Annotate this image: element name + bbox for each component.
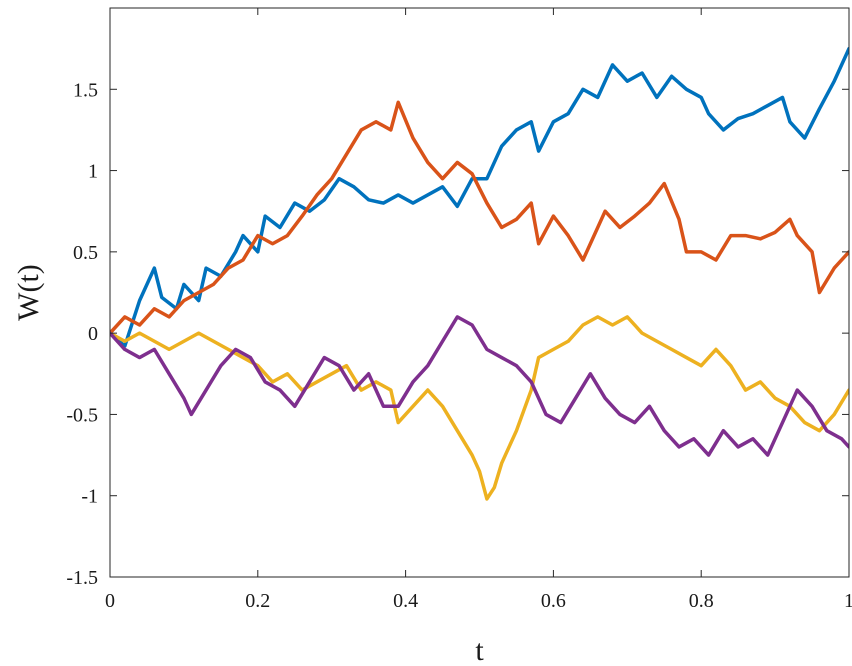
tick-labels: 0 0.2 0.4 0.6 0.8 1 -1.5 -1 -0.5 0 0.5 1 1.5	[66, 79, 852, 612]
series-line-2	[110, 100, 849, 335]
axes	[109, 7, 850, 578]
x-tick-label: 0.6	[541, 590, 566, 612]
series-line-3	[110, 315, 849, 501]
y-tick-label: 1	[88, 161, 98, 183]
x-tick-label: 0.4	[393, 590, 418, 612]
series-layer	[110, 46, 849, 501]
y-tick-label: -1	[81, 486, 98, 508]
x-tick-label: 0.8	[689, 590, 714, 612]
y-tick-label: 1.5	[73, 79, 98, 101]
series-line-4	[110, 315, 849, 457]
x-tick-label: 1	[844, 590, 852, 612]
series-line-1	[110, 46, 849, 348]
y-tick-label: -0.5	[66, 404, 98, 426]
x-tick-label: 0	[105, 590, 115, 612]
x-axis-title: t	[475, 634, 484, 666]
y-tick-label: -1.5	[66, 567, 98, 589]
plot-frame	[109, 7, 850, 578]
y-tick-label: 0.5	[73, 242, 98, 264]
y-tick-label: 0	[88, 323, 98, 345]
y-axis-title: W(t)	[12, 264, 45, 321]
x-tick-label: 0.2	[245, 590, 270, 612]
